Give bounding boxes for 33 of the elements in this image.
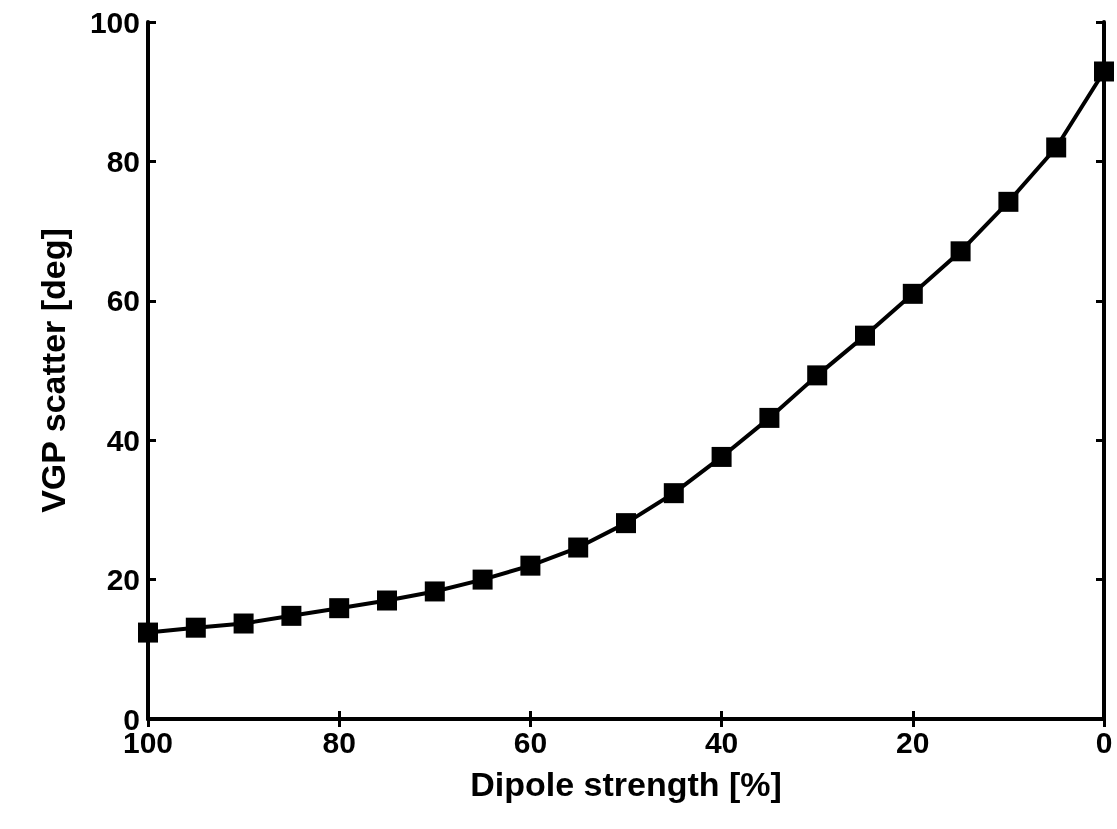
x-axis-title: Dipole strength [%] bbox=[470, 765, 782, 803]
point bbox=[855, 325, 875, 346]
x-tick-label: 80 bbox=[322, 725, 356, 759]
point bbox=[424, 581, 445, 602]
x-tick-label: 60 bbox=[513, 725, 548, 759]
y-axis-title: VGP scatter [deg] bbox=[34, 228, 72, 513]
x-tick-label: 40 bbox=[704, 725, 739, 759]
point bbox=[281, 605, 302, 626]
point bbox=[1094, 61, 1114, 82]
point bbox=[711, 446, 732, 467]
point bbox=[185, 617, 206, 638]
point bbox=[998, 191, 1019, 212]
point bbox=[616, 513, 636, 534]
y-tick-label: 80 bbox=[106, 144, 140, 178]
y-tick-label: 100 bbox=[89, 5, 140, 39]
point bbox=[759, 407, 780, 428]
x-tick-label: 0 bbox=[1095, 725, 1113, 759]
point bbox=[568, 537, 589, 558]
point bbox=[520, 555, 541, 576]
point bbox=[329, 598, 350, 619]
y-tick-label: 60 bbox=[106, 284, 140, 318]
point bbox=[472, 569, 493, 590]
point bbox=[377, 590, 397, 611]
point bbox=[950, 241, 971, 262]
x-tick-label: 20 bbox=[896, 725, 930, 759]
y-tick-label: 20 bbox=[106, 563, 140, 597]
point bbox=[663, 483, 684, 504]
point bbox=[138, 622, 158, 643]
y-tick-label: 40 bbox=[106, 423, 140, 457]
point bbox=[902, 283, 923, 304]
point bbox=[807, 365, 828, 386]
point bbox=[233, 613, 254, 634]
point bbox=[1046, 137, 1067, 158]
